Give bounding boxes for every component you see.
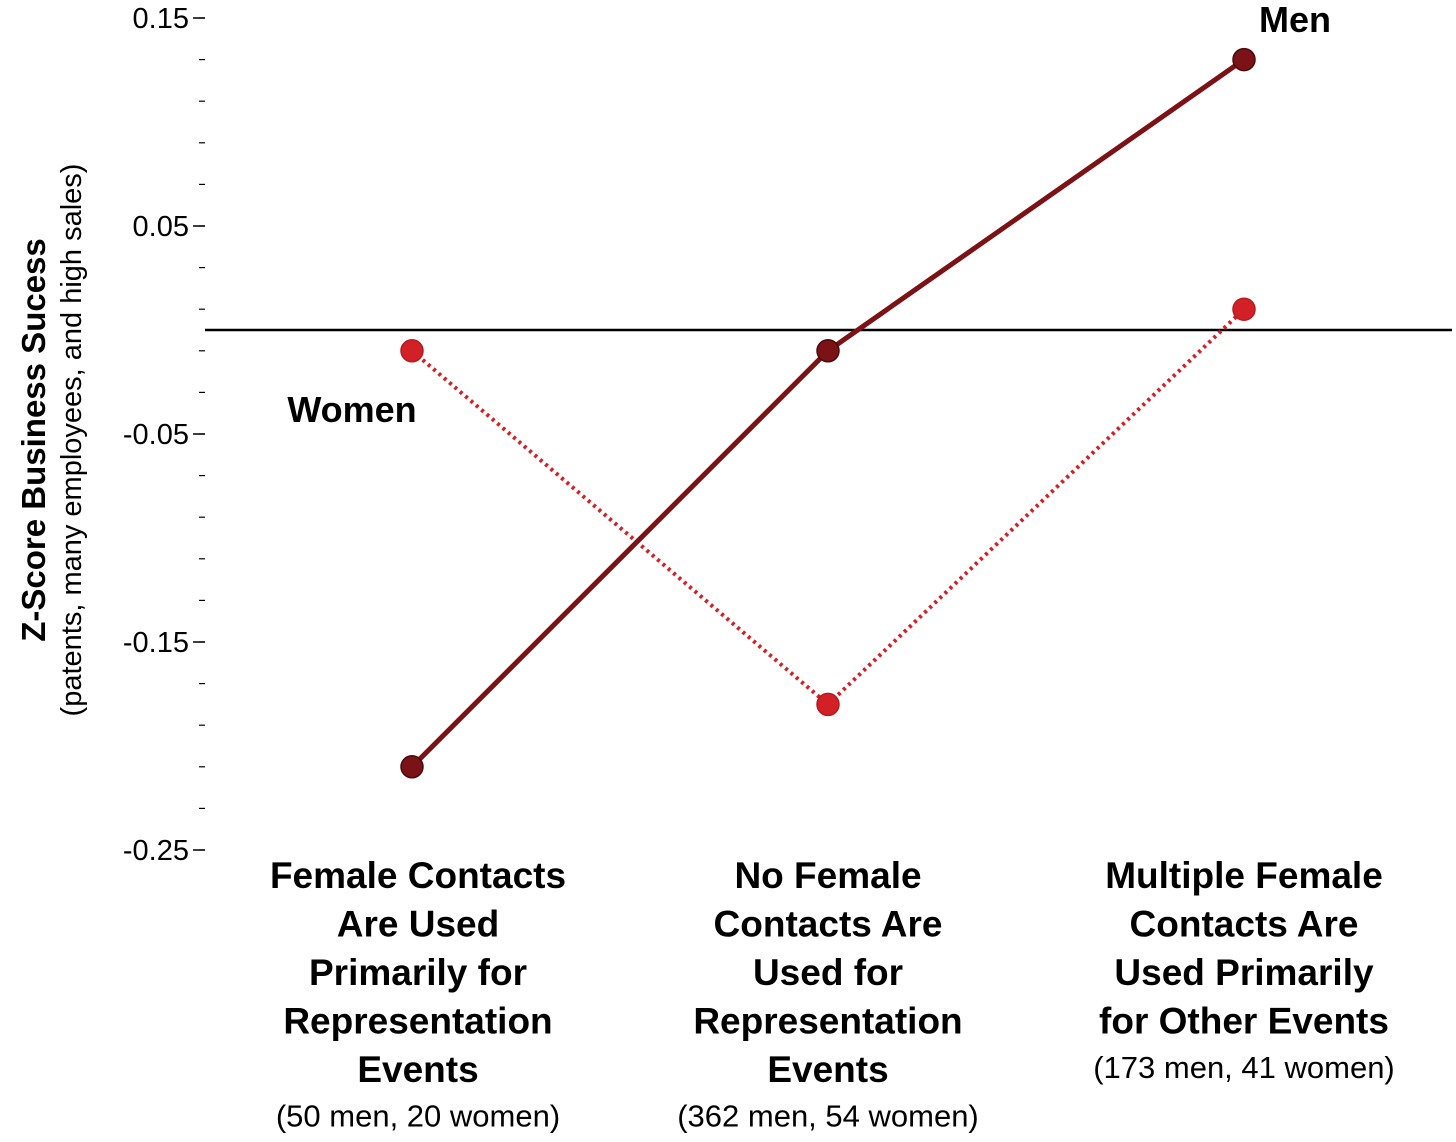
category-label-3: Multiple Female Contacts Are Used Primaril… (1093, 855, 1395, 1085)
y-tick-label: -0.05 (123, 419, 189, 451)
category-label-line: Primarily for (309, 952, 527, 993)
women-data-point (816, 692, 840, 717)
men-series-label: Men (1259, 0, 1331, 40)
category-sample-size: (173 men, 41 women) (1093, 1050, 1395, 1085)
category-sample-size: (50 men, 20 women) (276, 1099, 560, 1134)
category-label-line: Are Used (337, 904, 499, 945)
y-tick-label: -0.15 (123, 627, 189, 659)
men-series-line (410, 57, 1246, 769)
men-data-point (1232, 47, 1256, 72)
category-label-line: Used Primarily (1114, 952, 1374, 993)
category-label-line: Events (767, 1049, 888, 1090)
category-label-line: for Other Events (1099, 1001, 1389, 1042)
category-labels: Female Contacts Are Used Primarily for Repr… (270, 855, 1395, 1134)
category-label-line: Used for (753, 952, 903, 993)
category-label-line: Representation (693, 1001, 962, 1042)
category-sample-size: (362 men, 54 women) (677, 1099, 979, 1134)
category-label-line: Representation (283, 1001, 552, 1042)
category-label-line: Events (357, 1049, 478, 1090)
women-series-label: Women (287, 389, 416, 430)
y-axis-title: Z-Score Business Sucess (patents, many e… (15, 164, 88, 717)
men-data-point (816, 339, 840, 363)
category-label-line: Contacts Are (1130, 904, 1359, 945)
category-label-1: Female Contacts Are Used Primarily for Repr… (270, 855, 566, 1134)
women-data-point (1232, 297, 1256, 321)
category-label-line: Contacts Are (714, 904, 943, 945)
y-tick-label: 0.15 (133, 3, 189, 35)
category-label-line: Female Contacts (270, 855, 566, 896)
y-axis-label: Z-Score Business Sucess (15, 238, 52, 642)
y-tick-label: -0.25 (123, 835, 189, 867)
category-label-line: No Female (734, 855, 921, 896)
y-axis-sublabel: (patents, many employees, and high sales… (56, 164, 88, 717)
men-data-point (400, 755, 424, 779)
y-axis: 0.15 0.05 -0.05 -0.15 -0.25 (123, 3, 205, 867)
women-data-point (400, 339, 424, 363)
y-tick-label: 0.05 (133, 211, 189, 243)
category-label-2: No Female Contacts Are Used for Representat… (677, 855, 979, 1134)
category-label-line: Multiple Female (1105, 855, 1383, 896)
series-layer (400, 47, 1256, 779)
